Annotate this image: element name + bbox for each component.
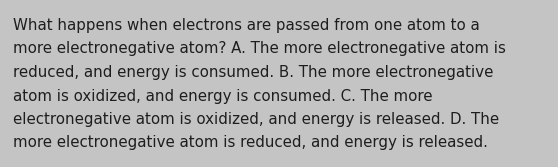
Text: more electronegative atom is reduced, and energy is released.: more electronegative atom is reduced, an… bbox=[13, 135, 488, 150]
Text: electronegative atom is oxidized, and energy is released. D. The: electronegative atom is oxidized, and en… bbox=[13, 112, 499, 127]
Text: What happens when electrons are passed from one atom to a: What happens when electrons are passed f… bbox=[13, 18, 480, 33]
Text: atom is oxidized, and energy is consumed. C. The more: atom is oxidized, and energy is consumed… bbox=[13, 89, 432, 104]
Text: reduced, and energy is consumed. B. The more electronegative: reduced, and energy is consumed. B. The … bbox=[13, 65, 493, 80]
Text: more electronegative atom? A. The more electronegative atom is: more electronegative atom? A. The more e… bbox=[13, 42, 506, 56]
